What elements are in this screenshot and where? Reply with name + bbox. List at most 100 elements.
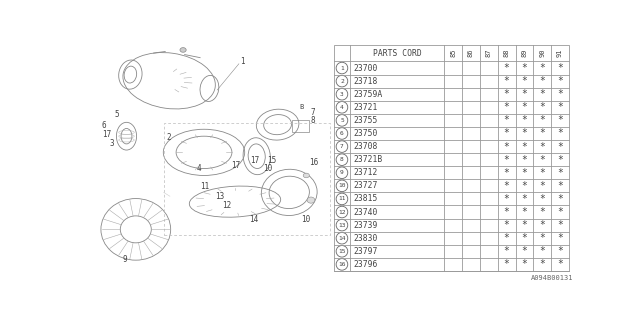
Text: 23755: 23755 — [353, 116, 378, 125]
Text: 2: 2 — [167, 133, 172, 142]
Text: *: * — [522, 76, 527, 86]
Text: 16: 16 — [338, 262, 346, 267]
Text: *: * — [504, 194, 509, 204]
Text: 16: 16 — [308, 158, 318, 167]
Text: *: * — [504, 116, 509, 125]
Text: 90: 90 — [540, 49, 545, 57]
Text: 23718: 23718 — [353, 76, 378, 86]
Text: *: * — [504, 168, 509, 178]
Text: *: * — [540, 246, 545, 256]
Text: *: * — [540, 89, 545, 99]
Text: *: * — [540, 141, 545, 152]
Text: *: * — [504, 155, 509, 165]
Text: *: * — [540, 155, 545, 165]
Text: 9: 9 — [123, 255, 127, 264]
Text: *: * — [522, 260, 527, 269]
Text: 5: 5 — [340, 118, 344, 123]
Text: *: * — [557, 76, 563, 86]
Text: *: * — [540, 116, 545, 125]
Text: 10: 10 — [263, 164, 272, 173]
Text: *: * — [504, 129, 509, 139]
Text: 3: 3 — [340, 92, 344, 97]
Text: 6: 6 — [340, 131, 344, 136]
Text: 2: 2 — [340, 79, 344, 84]
Text: 23815: 23815 — [353, 195, 378, 204]
Text: *: * — [522, 63, 527, 73]
Text: *: * — [504, 181, 509, 191]
Text: PARTS CORD: PARTS CORD — [372, 49, 421, 58]
Text: *: * — [557, 207, 563, 217]
Text: *: * — [504, 260, 509, 269]
Text: *: * — [522, 129, 527, 139]
Bar — [164, 123, 330, 235]
Text: 23727: 23727 — [353, 181, 378, 190]
Text: *: * — [504, 102, 509, 112]
Text: 23739: 23739 — [353, 220, 378, 230]
Text: *: * — [504, 207, 509, 217]
Text: 14: 14 — [338, 236, 346, 241]
Text: 86: 86 — [468, 49, 474, 57]
Text: *: * — [557, 155, 563, 165]
Text: *: * — [504, 141, 509, 152]
Text: 13: 13 — [216, 192, 225, 201]
Text: 17: 17 — [231, 161, 241, 170]
Text: 23750: 23750 — [353, 129, 378, 138]
Text: 13: 13 — [338, 223, 346, 228]
Text: *: * — [522, 233, 527, 243]
Text: 23721B: 23721B — [353, 155, 383, 164]
Text: 10: 10 — [338, 183, 346, 188]
Text: 87: 87 — [486, 49, 492, 57]
Text: *: * — [504, 89, 509, 99]
Text: 12: 12 — [338, 210, 346, 214]
Text: 8: 8 — [340, 157, 344, 162]
Text: *: * — [557, 260, 563, 269]
Text: *: * — [504, 246, 509, 256]
Text: 1: 1 — [239, 57, 244, 66]
Text: 7: 7 — [340, 144, 344, 149]
Text: 23712: 23712 — [353, 168, 378, 177]
Text: 23830: 23830 — [353, 234, 378, 243]
Text: 23700: 23700 — [353, 64, 378, 73]
Text: 1: 1 — [340, 66, 344, 70]
Text: *: * — [557, 129, 563, 139]
Text: *: * — [540, 102, 545, 112]
Text: *: * — [522, 155, 527, 165]
Text: *: * — [522, 116, 527, 125]
Text: *: * — [522, 181, 527, 191]
Text: *: * — [522, 141, 527, 152]
Text: *: * — [522, 102, 527, 112]
Text: *: * — [522, 220, 527, 230]
Text: *: * — [522, 246, 527, 256]
Text: 11: 11 — [338, 196, 346, 202]
Text: 9: 9 — [340, 170, 344, 175]
Text: B: B — [300, 104, 303, 110]
Text: 6: 6 — [102, 121, 106, 130]
Text: 88: 88 — [504, 49, 509, 57]
Text: *: * — [522, 194, 527, 204]
Text: *: * — [540, 181, 545, 191]
Text: *: * — [557, 233, 563, 243]
Text: 11: 11 — [200, 181, 209, 190]
Text: 15: 15 — [338, 249, 346, 254]
Bar — [292, 120, 308, 132]
Ellipse shape — [303, 173, 309, 178]
Text: 15: 15 — [267, 156, 276, 165]
Text: *: * — [557, 246, 563, 256]
Text: *: * — [522, 168, 527, 178]
Text: 3: 3 — [109, 139, 114, 148]
Text: *: * — [540, 207, 545, 217]
Text: *: * — [540, 260, 545, 269]
Text: *: * — [557, 168, 563, 178]
Text: *: * — [540, 168, 545, 178]
Text: *: * — [504, 233, 509, 243]
Text: *: * — [557, 63, 563, 73]
Text: *: * — [522, 207, 527, 217]
Text: 4: 4 — [196, 164, 201, 173]
Text: 89: 89 — [522, 49, 527, 57]
Text: 23740: 23740 — [353, 208, 378, 217]
Text: 10: 10 — [301, 215, 310, 224]
Text: 23721: 23721 — [353, 103, 378, 112]
Text: 8: 8 — [310, 116, 315, 125]
Text: *: * — [557, 116, 563, 125]
Text: 17: 17 — [250, 156, 260, 165]
